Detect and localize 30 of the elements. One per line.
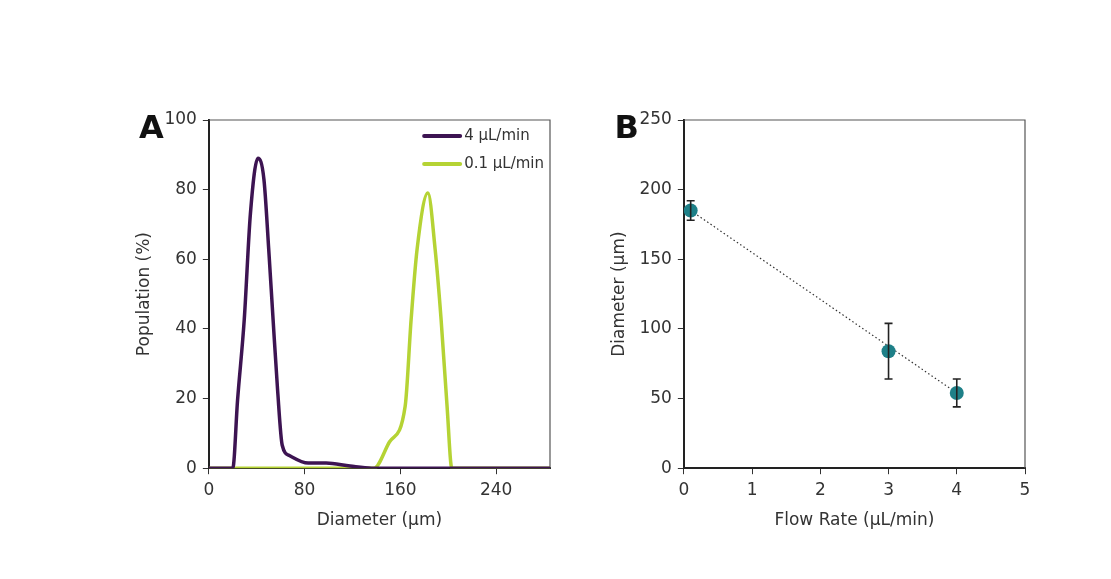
x-tick-label: 2 (814, 478, 826, 499)
y-tick-label: 100 (639, 317, 672, 338)
x-tick-label: 0 (203, 478, 215, 499)
y-tick-label: 150 (639, 247, 672, 268)
y-tick-label: 50 (650, 386, 672, 407)
x-tick-label: 0 (678, 478, 690, 499)
y-axis-title: Diameter (µm) (607, 231, 628, 357)
x-tick-label: 240 (479, 478, 513, 499)
x-tick-label: 1 (746, 478, 758, 499)
x-tick-label: 4 (951, 478, 963, 499)
x-tick-label: 5 (1019, 478, 1031, 499)
legend-label: 4 µL/min (464, 125, 530, 144)
y-tick-label: 80 (175, 178, 197, 199)
x-tick-label: 3 (883, 478, 894, 499)
y-axis-title: Population (%) (132, 232, 153, 357)
x-tick-label: 80 (293, 478, 316, 499)
y-tick-label: 20 (175, 386, 197, 407)
x-axis-title: Flow Rate (µL/min) (774, 509, 935, 530)
x-tick-label: 160 (384, 478, 417, 499)
y-tick-label: 0 (661, 456, 672, 477)
y-tick-label: 200 (639, 178, 672, 199)
y-tick-label: 100 (164, 108, 197, 129)
legend-label: 0.1 µL/min (464, 153, 545, 172)
y-tick-label: 250 (639, 108, 672, 129)
chart-title: B (614, 108, 639, 147)
y-tick-label: 0 (186, 456, 197, 477)
y-tick-label: 40 (175, 317, 197, 338)
x-axis-title: Diameter (µm) (316, 509, 443, 530)
y-tick-label: 60 (175, 247, 197, 268)
chart-title: A (139, 108, 165, 147)
